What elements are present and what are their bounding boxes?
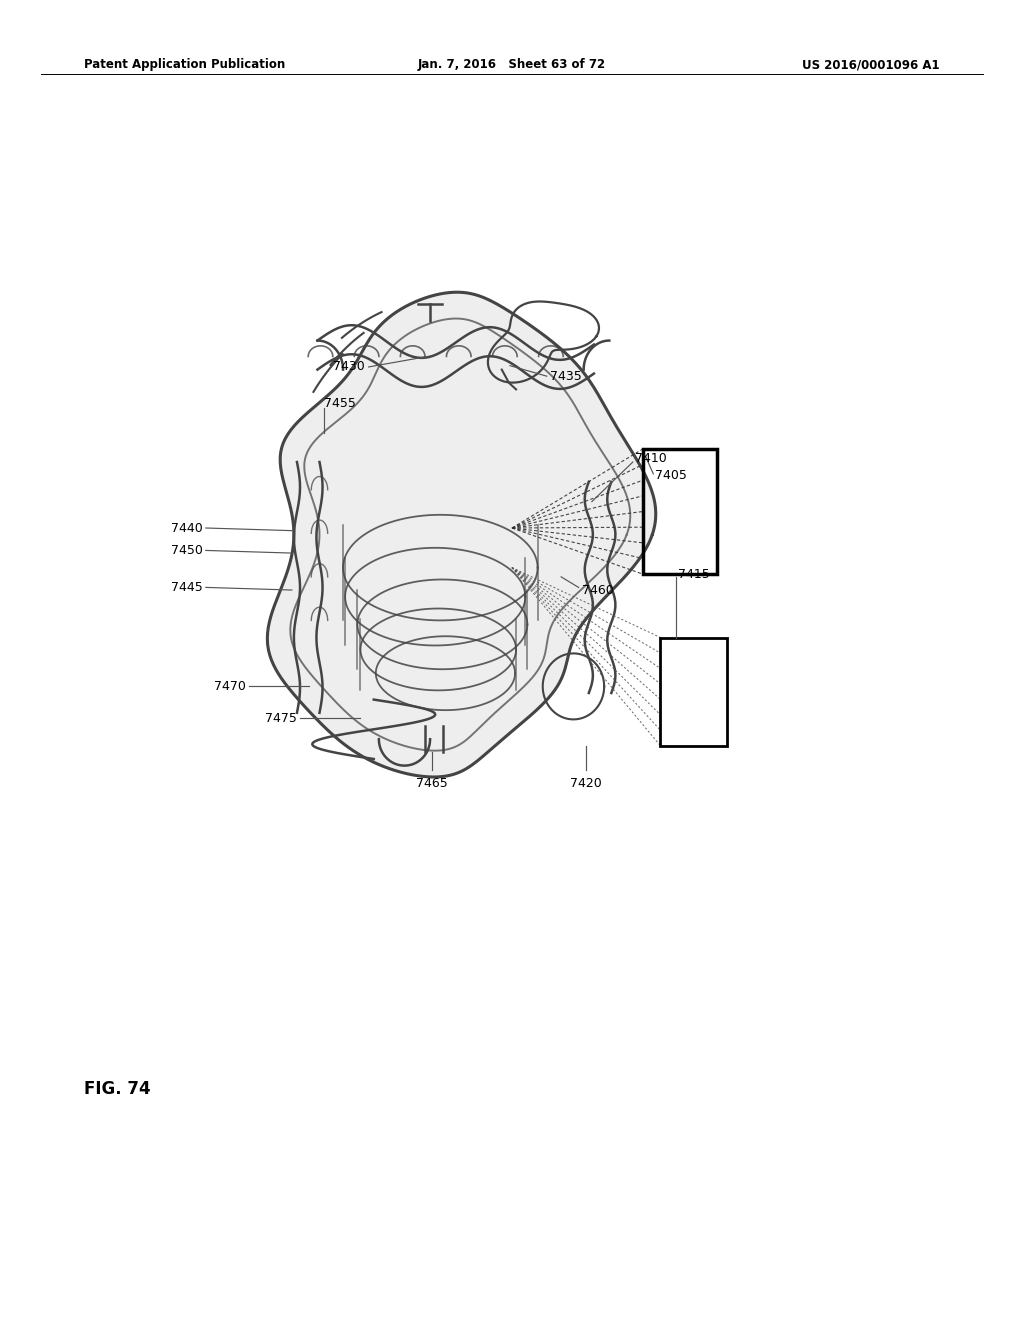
Text: 7410: 7410	[635, 451, 667, 465]
Text: 7475: 7475	[265, 711, 297, 725]
Polygon shape	[267, 292, 655, 777]
Text: 7405: 7405	[655, 469, 687, 482]
Text: 7460: 7460	[582, 583, 613, 597]
Text: Jan. 7, 2016   Sheet 63 of 72: Jan. 7, 2016 Sheet 63 of 72	[418, 58, 606, 71]
Text: 7435: 7435	[550, 370, 582, 383]
Text: US 2016/0001096 A1: US 2016/0001096 A1	[803, 58, 940, 71]
Bar	[643, 449, 717, 574]
Text: 7440: 7440	[171, 521, 203, 535]
Text: 7455: 7455	[324, 397, 355, 411]
Text: 7470: 7470	[214, 680, 246, 693]
Text: 7430: 7430	[333, 360, 365, 374]
Text: 7450: 7450	[171, 544, 203, 557]
Text: FIG. 74: FIG. 74	[84, 1080, 151, 1098]
Text: Patent Application Publication: Patent Application Publication	[84, 58, 286, 71]
Bar	[660, 638, 727, 746]
Text: 7465: 7465	[416, 777, 449, 791]
Text: 7420: 7420	[569, 777, 602, 791]
Text: 7415: 7415	[678, 568, 710, 581]
Text: 7445: 7445	[171, 581, 203, 594]
